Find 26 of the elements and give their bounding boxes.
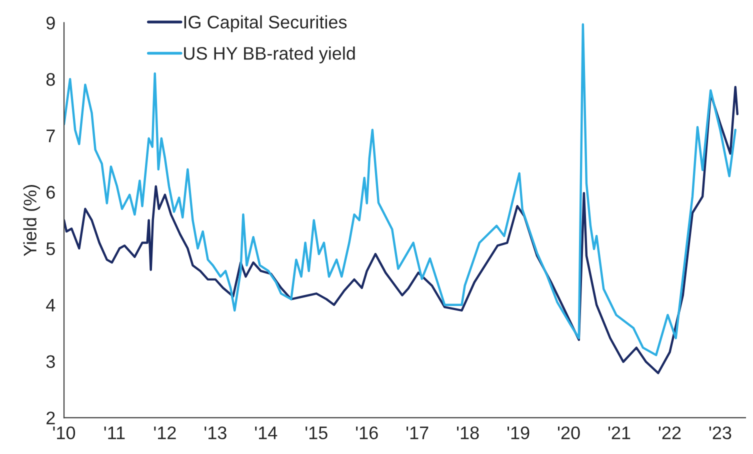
x-tick-label: '15	[306, 426, 328, 440]
x-tick-label: '12	[154, 426, 176, 440]
x-tick-label: '16	[356, 426, 378, 440]
y-tick-label: 5	[46, 242, 55, 256]
y-axis-title: Yield (%)	[23, 185, 40, 256]
x-tick-label: '13	[204, 426, 226, 440]
y-tick-label: 4	[46, 298, 56, 312]
y-tick-label: 3	[46, 355, 55, 368]
x-tick-label: '18	[456, 426, 479, 440]
y-tick-label: 7	[46, 130, 55, 142]
x-tick-label: '14	[255, 426, 278, 440]
x-tick-label: '17	[406, 426, 428, 440]
y-tick-label: 2	[46, 412, 55, 424]
x-tick-label: '21	[608, 426, 630, 440]
x-tick-label: '20	[558, 426, 580, 440]
y-tick-label: 9	[46, 16, 55, 30]
legend-label: IG Capital Securities	[184, 15, 347, 32]
y-tick-label: 6	[46, 186, 55, 199]
legend-label: US HY BB-rated yield	[184, 46, 355, 64]
x-tick-label: '11	[104, 426, 125, 440]
x-tick-label: '19	[507, 426, 530, 440]
x-tick-label: '22	[658, 426, 681, 440]
x-tick-label: '23	[709, 426, 732, 440]
y-tick-label: 8	[46, 73, 55, 86]
line-series	[64, 86, 739, 374]
x-tick-label: '10	[53, 426, 76, 440]
